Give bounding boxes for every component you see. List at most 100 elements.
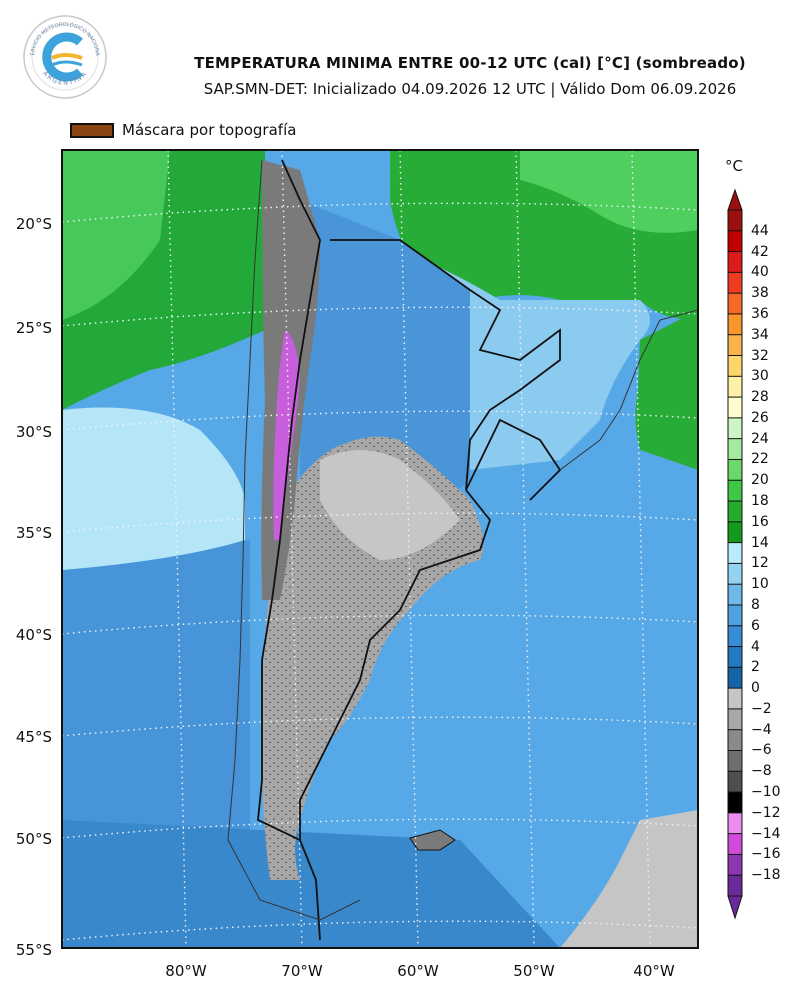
lon-label-50w: 50°W <box>513 962 555 980</box>
colorbar-segment <box>728 854 742 876</box>
colorbar-segment <box>728 542 742 564</box>
colorbar-tick-label: −14 <box>751 825 781 842</box>
colorbar-segment <box>728 480 742 502</box>
colorbar-segment <box>728 501 742 523</box>
meridian-50w <box>515 150 535 948</box>
colorbar-tick-label: −16 <box>751 846 781 863</box>
colorbar-tick-label: −6 <box>751 742 772 759</box>
colorbar-segment <box>728 459 742 481</box>
colorbar-tick-label: 30 <box>751 368 769 385</box>
lat-label-55s: 55°S <box>16 941 52 959</box>
south-america-coastline <box>227 159 361 921</box>
colorbar-tick-label: 40 <box>751 264 769 281</box>
colorbar-segment <box>728 625 742 648</box>
colorbar-segment <box>728 750 742 772</box>
lat-label-45s: 45°S <box>16 728 52 746</box>
colorbar-segment <box>728 313 742 336</box>
lat-label-35s: 35°S <box>16 524 52 542</box>
colorbar-tick-label: −2 <box>751 700 772 717</box>
lon-label-70w: 70°W <box>281 962 323 980</box>
colorbar-segment <box>728 376 742 398</box>
colorbar-segment <box>728 875 742 897</box>
colorbar-segment <box>728 604 742 627</box>
colorbar-tick-label: 6 <box>751 617 760 634</box>
argentina-north-border <box>330 239 561 491</box>
meridian-70w <box>281 150 303 948</box>
colorbar-segment <box>728 293 742 315</box>
map-subtitle: SAP.SMN-DET: Inicializado 04.09.2026 12 … <box>203 80 737 98</box>
lat-label-40s: 40°S <box>16 626 52 644</box>
colorbar-tick-label: −10 <box>751 784 781 801</box>
colorbar-segment <box>728 812 742 835</box>
colorbar-tick-label: 18 <box>751 493 769 510</box>
colorbar-frame <box>727 209 743 897</box>
topography-mask-legend: Máscara por topografía <box>70 121 296 139</box>
north-green-light <box>520 150 698 233</box>
topography-mask-swatch <box>70 122 114 138</box>
andes-frost-purple <box>273 330 300 540</box>
lon-label-40w: 40°W <box>633 962 675 980</box>
colorbar-segment <box>728 646 742 668</box>
cold-interior-light <box>320 450 460 560</box>
colorbar-tick-label: 10 <box>751 576 769 593</box>
lat-label-25s: 25°S <box>16 319 52 337</box>
colorbar-tick-label: 26 <box>751 409 769 426</box>
argentina-atlantic-coast <box>299 489 492 840</box>
temperature-colorbar <box>727 188 743 920</box>
cold-interior-speckle <box>261 436 484 880</box>
topography-mask-label: Máscara por topografía <box>122 121 297 139</box>
colorbar-tick-label: 24 <box>751 430 769 447</box>
colorbar-tick-label: −4 <box>751 721 772 738</box>
pacific-green-light <box>62 150 170 320</box>
malvinas-islands <box>409 829 456 851</box>
colorbar-tick-label: 28 <box>751 389 769 406</box>
colorbar-segment <box>728 251 742 273</box>
colorbar-tick-label: 36 <box>751 305 769 322</box>
colorbar-tick-label: 0 <box>751 680 760 697</box>
colorbar-segment <box>728 792 742 814</box>
colorbar-tick-label: −18 <box>751 867 781 884</box>
colorbar-tick-label: 44 <box>751 222 769 239</box>
colorbar-segment <box>728 729 742 751</box>
meridian-80w <box>167 150 187 948</box>
colorbar-segment <box>728 397 742 419</box>
colorbar-segment <box>728 355 742 377</box>
colorbar-tick-label: 42 <box>751 243 769 260</box>
uruguay-border <box>465 418 562 501</box>
colorbar-segment <box>728 272 742 294</box>
meridian-60w <box>399 150 419 948</box>
colorbar-tick-label: −8 <box>751 763 772 780</box>
colorbar-tick-label: 14 <box>751 534 769 551</box>
map-frame <box>61 149 699 949</box>
lat-label-20s: 20°S <box>16 215 52 233</box>
map-title: TEMPERATURA MINIMA ENTRE 00-12 UTC (cal)… <box>194 54 746 72</box>
colorbar-segment <box>728 688 742 710</box>
colorbar-segment <box>728 708 742 731</box>
argentina-chile-border <box>257 159 321 941</box>
brazil-green-coast <box>635 310 698 470</box>
lon-label-60w: 60°W <box>397 962 439 980</box>
colorbar-segment <box>728 210 742 232</box>
colorbar-tick-label: 4 <box>751 638 760 655</box>
colorbar-unit: °C <box>725 157 743 175</box>
ocean-band-south <box>62 820 560 948</box>
pacific-light-band <box>62 407 245 570</box>
colorbar-segment <box>728 521 742 544</box>
colorbar-tick-label: 8 <box>751 596 760 613</box>
colorbar-tick-label: 16 <box>751 513 769 530</box>
lat-label-50s: 50°S <box>16 830 52 848</box>
colorbar-segment <box>728 230 742 253</box>
colorbar-tick-label: 2 <box>751 659 760 676</box>
colorbar-segment <box>728 833 742 855</box>
colorbar-segment <box>728 771 742 793</box>
colorbar-tick-label: 34 <box>751 326 769 343</box>
lat-label-30s: 30°S <box>16 423 52 441</box>
colorbar-segment <box>728 563 742 585</box>
brazil-coastline <box>559 309 698 471</box>
colorbar-tick-label: 12 <box>751 555 769 572</box>
smn-logo: SERVICIO METEOROLÓGICO NACIONAL ARGENTIN… <box>22 14 107 99</box>
colorbar-max-arrow <box>727 188 743 211</box>
colorbar-tick-label: 22 <box>751 451 769 468</box>
colorbar-segment <box>728 438 742 460</box>
light-blue-land <box>400 250 650 470</box>
